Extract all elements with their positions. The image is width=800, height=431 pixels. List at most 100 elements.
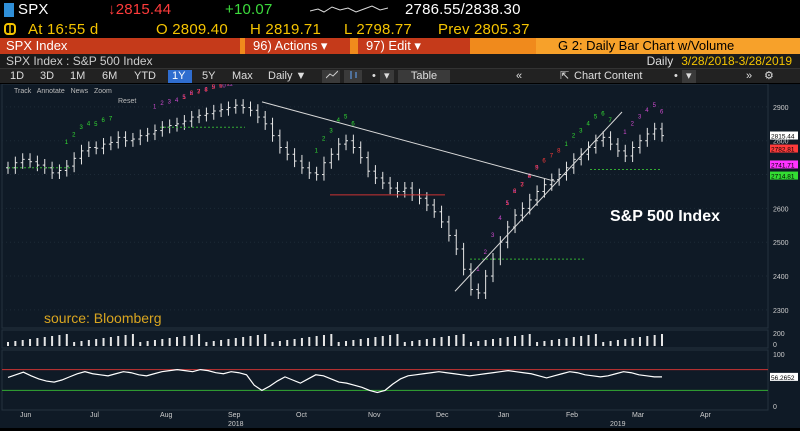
countdown-marker: 2 [72, 132, 76, 138]
low-price: L 2798.77 [344, 21, 412, 38]
volume-bar [124, 335, 127, 346]
price-label-box [770, 160, 798, 169]
date-range-value[interactable]: 3/28/2018-3/28/2019 [681, 54, 792, 68]
countdown-marker: 4 [528, 174, 532, 180]
x-year-label: 2018 [228, 421, 244, 428]
collapse-icon[interactable]: « [516, 70, 523, 82]
volume-bar [469, 342, 472, 346]
range-ytd[interactable]: YTD [134, 70, 156, 82]
track-tool[interactable]: Track [14, 88, 32, 95]
rsi-line [7, 368, 662, 394]
volume-bar [117, 336, 120, 346]
volume-bar [36, 338, 39, 346]
function-bar: SPX Index 96) Actions ▾ 97) Edit ▾ G 2: … [0, 38, 800, 54]
volume-bar [264, 334, 267, 346]
chart-type-dropdown-icon[interactable]: ▾ [380, 70, 394, 83]
security-description: SPX Index : S&P 500 Index [6, 54, 153, 68]
countdown-marker: 2 [572, 133, 576, 139]
volume-bar [558, 339, 561, 346]
chart-toolbar: 1D 3D 1M 6M YTD 1Y 5Y Max Daily ▼ • ▾ Ta… [0, 68, 800, 83]
volume-bar [234, 338, 237, 346]
volume-bar [433, 338, 436, 346]
countdown-marker: 1 [315, 149, 319, 155]
x-month-label: Mar [632, 412, 645, 419]
x-month-label: Oct [296, 412, 307, 419]
y-tick-label: 2600 [773, 206, 789, 213]
volume-bar [242, 337, 245, 346]
settings-icon[interactable]: • [674, 70, 678, 82]
ticker-symbol[interactable]: SPX [18, 1, 49, 18]
volume-bar [249, 336, 252, 346]
volume-bar [367, 338, 370, 346]
y-tick-label: 2800 [773, 139, 789, 146]
bar-type-icon[interactable] [344, 70, 362, 83]
range-1d[interactable]: 1D [10, 70, 25, 82]
countdown-marker: 3 [579, 128, 583, 134]
volume-bar [278, 341, 281, 346]
volume-bar [425, 339, 428, 346]
volume-bar [198, 334, 201, 346]
range-6m[interactable]: 6M [102, 70, 118, 82]
volume-bar [359, 339, 362, 346]
price-label-box [770, 171, 798, 180]
chart-area[interactable]: 1234567123456789101112345678123456123456… [0, 79, 800, 428]
settings-dot-icon[interactable]: • [372, 70, 376, 82]
countdown-marker: 2 [322, 137, 326, 143]
countdown-marker: 4 [645, 108, 649, 114]
countdown-marker: 1 [506, 201, 510, 207]
chart-content-button[interactable]: Chart Content [574, 70, 643, 82]
open-price: O 2809.40 [156, 21, 228, 38]
countdown-marker: 2 [484, 250, 488, 256]
volume-bar [491, 339, 494, 346]
reset-tool[interactable]: Reset [118, 98, 137, 105]
countdown-marker: 1 [623, 130, 627, 136]
chart-content-icon[interactable]: ⇱ [560, 70, 570, 82]
countdown-marker: 3 [329, 128, 333, 134]
price-chart[interactable]: 1234567123456789101112345678123456123456… [0, 79, 800, 428]
volume-bar [131, 334, 134, 346]
price-label-box [770, 144, 798, 153]
exchange-status-icon [4, 23, 16, 35]
annotate-tool[interactable]: Annotate [36, 88, 65, 95]
range-1y[interactable]: 1Y [168, 70, 192, 83]
volume-bar [403, 342, 406, 346]
volume-bar [168, 338, 171, 346]
countdown-marker: 4 [587, 122, 591, 128]
volume-bar [499, 338, 502, 346]
zoom-tool[interactable]: Zoom [93, 88, 112, 95]
countdown-marker: 4 [204, 88, 208, 94]
line-chart-icon[interactable] [322, 70, 340, 83]
volume-bar [631, 338, 634, 346]
frequency-dropdown[interactable]: Daily ▼ [268, 70, 307, 82]
volume-bar [528, 334, 531, 346]
countdown-marker: 7 [520, 182, 524, 188]
volume-bar [661, 334, 663, 346]
quote-details: At 16:55 d O 2809.40 H 2819.71 L 2798.77… [0, 20, 800, 38]
volume-bar [345, 341, 348, 346]
edit-menu[interactable]: 97) Edit ▾ [358, 38, 470, 54]
options-dropdown-icon[interactable]: ▾ [682, 70, 696, 83]
volume-bar [65, 334, 68, 346]
range-1m[interactable]: 1M [70, 70, 86, 82]
table-button[interactable]: Table [398, 70, 450, 83]
volume-bar [51, 336, 54, 346]
range-5y[interactable]: 5Y [202, 70, 216, 82]
rsi-tick: 100 [773, 352, 785, 359]
actions-menu[interactable]: 96) Actions ▾ [245, 38, 350, 54]
volume-bar [109, 337, 112, 346]
gear-icon[interactable]: ⚙ [764, 70, 774, 82]
security-title[interactable]: SPX Index [0, 38, 240, 54]
range-max[interactable]: Max [232, 70, 253, 82]
expand-icon[interactable]: » [746, 70, 753, 82]
countdown-marker: 3 [79, 125, 83, 131]
volume-bar [293, 339, 296, 346]
range-3d[interactable]: 3D [40, 70, 55, 82]
chart-title: S&P 500 Index [610, 208, 720, 225]
countdown-marker: 6 [102, 118, 106, 124]
countdown-marker: 3 [638, 115, 642, 121]
countdown-marker: 5 [94, 122, 98, 128]
news-tool[interactable]: News [70, 88, 89, 95]
price-label: 2714.81 [771, 174, 795, 181]
volume-bar [73, 342, 76, 346]
x-month-label: Jun [20, 412, 31, 419]
